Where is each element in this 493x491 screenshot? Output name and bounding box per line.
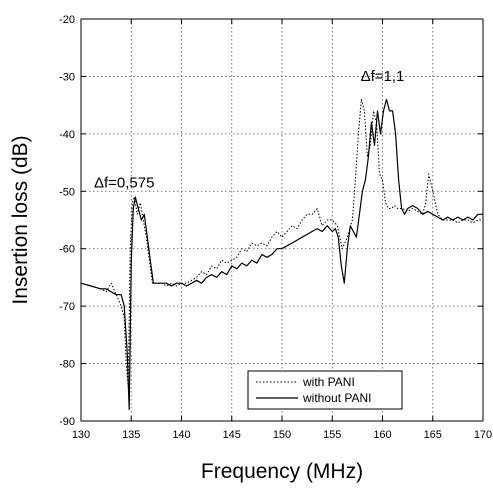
series-line-with-pani <box>80 98 483 387</box>
x-tick-label: 135 <box>122 429 140 441</box>
legend: with PANI without PANI <box>247 370 403 410</box>
x-tick-label: 170 <box>474 429 492 441</box>
tick-labels: 130 135 140 145 150 155 160 165 170 -90 -80 -70 -60 -… <box>59 14 492 441</box>
y-tick-label: -40 <box>59 129 75 141</box>
y-tick-label: -50 <box>59 186 75 198</box>
x-tick-label: 140 <box>172 429 190 441</box>
series-line-without-pani <box>80 98 483 411</box>
x-tick-label: 165 <box>424 429 442 441</box>
annotation-delta-f-1-1: Δf=1,1 <box>361 68 405 85</box>
legend-label-with-pani: with PANI <box>302 375 355 389</box>
x-tick-label: 160 <box>373 429 391 441</box>
y-tick-label: -60 <box>59 244 75 256</box>
x-tick-label: 155 <box>323 429 341 441</box>
x-tick-label: 145 <box>223 429 241 441</box>
annotation-delta-f-0575: Δf=0,575 <box>94 174 154 191</box>
y-tick-label: -70 <box>59 301 75 313</box>
x-tick-label: 150 <box>273 429 291 441</box>
legend-label-without-pani: without PANI <box>302 391 371 405</box>
x-axis-title: Frequency (MHz) <box>201 460 363 483</box>
y-tick-label: -90 <box>59 416 75 428</box>
legend-box <box>247 370 403 410</box>
y-axis-title: Insertion loss (dB) <box>9 135 32 304</box>
y-tick-label: -20 <box>59 14 75 26</box>
series-layer <box>80 98 483 411</box>
y-tick-label: -30 <box>59 71 75 83</box>
y-tick-label: -80 <box>59 359 75 371</box>
x-tick-label: 130 <box>72 429 90 441</box>
